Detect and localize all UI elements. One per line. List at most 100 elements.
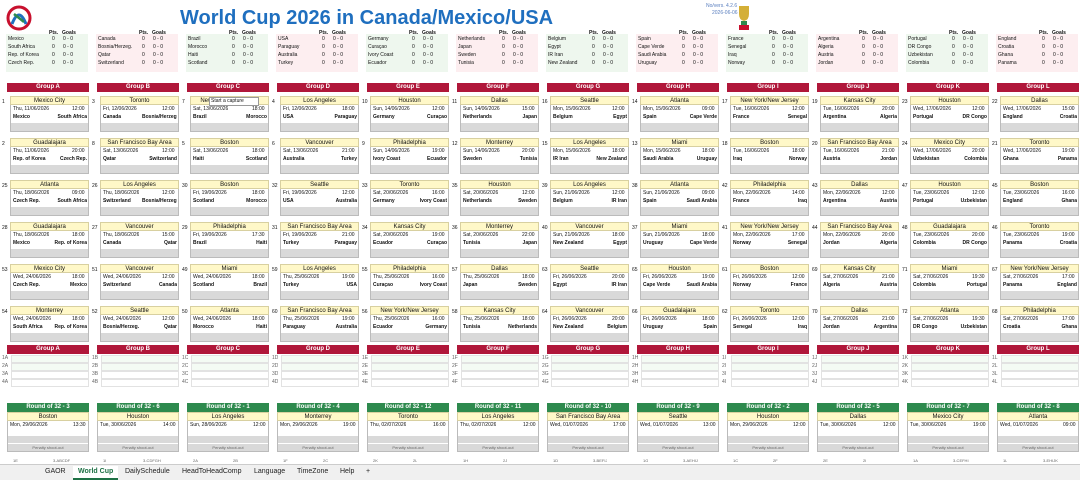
score-entry[interactable] [821,123,898,131]
sheet-tab[interactable]: World Cup [73,466,119,480]
position-label: 1D [272,355,279,361]
score-entry[interactable] [461,165,538,173]
score-entry[interactable] [818,436,898,443]
score-entry[interactable] [641,333,718,341]
sheet-tab[interactable]: DailySchedule [125,468,170,475]
score-entry[interactable] [371,165,448,173]
score-entry[interactable] [911,207,988,215]
score-entry[interactable] [821,165,898,173]
score-entry[interactable] [821,249,898,257]
score-entry[interactable] [281,291,358,299]
score-entry[interactable] [461,249,538,257]
score-entry[interactable] [191,207,268,215]
score-entry[interactable] [731,333,808,341]
score-entry[interactable] [11,249,88,257]
score-entry[interactable] [1001,123,1078,131]
score-entry[interactable] [1001,291,1078,299]
score-entry[interactable] [461,123,538,131]
sheet-tab[interactable]: TimeZone [297,468,329,475]
score-entry[interactable] [551,333,628,341]
score-entry[interactable] [1001,333,1078,341]
score-entry[interactable] [191,165,268,173]
score-entry[interactable] [281,123,358,131]
score-entry[interactable] [461,291,538,299]
score-entry[interactable] [458,436,538,443]
score-entry[interactable] [641,249,718,257]
sheet-tab[interactable]: GAOR [45,468,66,475]
score-entry[interactable] [461,333,538,341]
score-entry[interactable] [911,333,988,341]
score-entry[interactable] [101,123,178,131]
score-entry[interactable] [1001,249,1078,257]
score-entry[interactable] [191,333,268,341]
score-entry[interactable] [821,207,898,215]
score-entry[interactable] [11,333,88,341]
score-entry[interactable] [11,207,88,215]
score-entry[interactable] [821,291,898,299]
score-entry[interactable] [731,123,808,131]
sheet-tab[interactable]: + [366,468,371,475]
score-entry[interactable] [191,123,268,131]
score-entry[interactable] [281,165,358,173]
score-entry[interactable] [101,291,178,299]
score-entry[interactable] [371,207,448,215]
score-entry[interactable] [641,123,718,131]
venue: Toronto [1000,138,1079,147]
score-entry[interactable] [101,207,178,215]
score-entry[interactable] [551,165,628,173]
match-number: 50 [182,309,188,315]
score-entry[interactable] [551,291,628,299]
score-entry[interactable] [371,123,448,131]
score-entry[interactable] [1001,165,1078,173]
score-entry[interactable] [551,249,628,257]
score-entry[interactable] [728,436,808,443]
sheet-tab[interactable]: Help [340,468,355,475]
score-entry[interactable] [278,436,358,443]
score-entry[interactable] [548,436,628,443]
score-entry[interactable] [191,291,268,299]
score-entry[interactable] [461,207,538,215]
score-entry[interactable] [731,291,808,299]
score-entry[interactable] [281,333,358,341]
score-entry[interactable] [998,436,1078,443]
score-entry[interactable] [551,123,628,131]
match-date: Sun, 14/06/2026 [463,106,500,112]
score-entry[interactable] [371,249,448,257]
score-entry[interactable] [368,436,448,443]
score-entry[interactable] [101,165,178,173]
score-entry[interactable] [731,165,808,173]
score-entry[interactable] [8,436,88,443]
score-entry[interactable] [101,333,178,341]
score-entry[interactable] [371,333,448,341]
sheet-tab[interactable]: Language [254,468,286,475]
score-entry[interactable] [911,123,988,131]
score-entry[interactable] [641,207,718,215]
score-entry[interactable] [551,207,628,215]
score-entry[interactable] [731,249,808,257]
score-entry[interactable] [1001,207,1078,215]
tab-nav[interactable] [6,468,30,476]
score-entry[interactable] [908,436,988,443]
match-number: 22 [992,99,998,105]
score-entry[interactable] [11,165,88,173]
score-entry[interactable] [11,291,88,299]
sheet-tab[interactable]: HeadToHeadComp [182,468,242,475]
score-entry[interactable] [371,291,448,299]
score-entry[interactable] [98,436,178,443]
score-entry[interactable] [911,291,988,299]
score-entry[interactable] [911,165,988,173]
score-entry[interactable] [101,249,178,257]
score-entry[interactable] [281,207,358,215]
score-entry[interactable] [281,249,358,257]
score-entry[interactable] [191,249,268,257]
score-entry[interactable] [641,165,718,173]
score-entry[interactable] [821,333,898,341]
score-entry[interactable] [11,123,88,131]
score-entry[interactable] [731,207,808,215]
score-entry[interactable] [641,291,718,299]
score-entry[interactable] [638,436,718,443]
score-entry[interactable] [911,249,988,257]
match-number: 45 [992,183,998,189]
penalty-row: Penalty shoot-out [728,444,808,451]
score-entry[interactable] [188,436,268,443]
